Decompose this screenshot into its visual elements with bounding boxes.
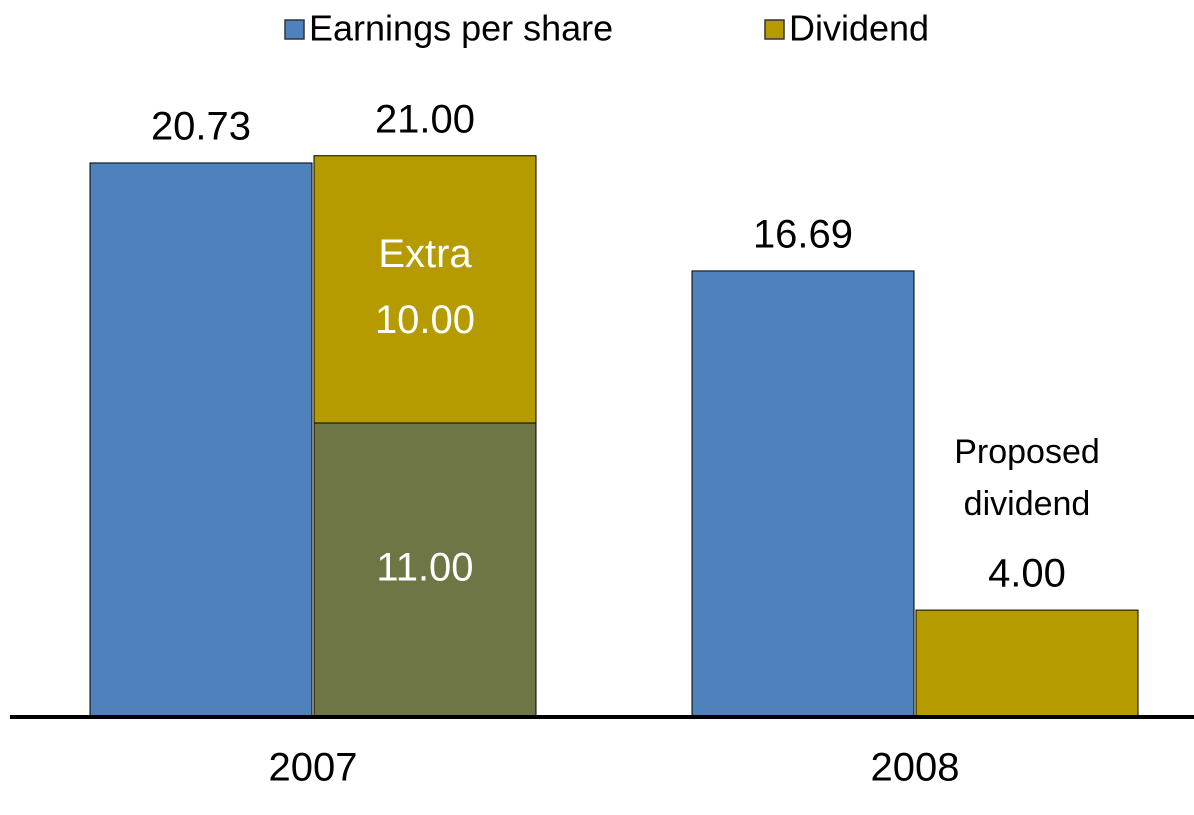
bar-segment — [313, 422, 537, 718]
value-label: 21.00 — [375, 97, 475, 141]
value-label: 20.73 — [151, 105, 251, 149]
bar — [89, 162, 313, 718]
segment-label: 11.00 — [376, 546, 473, 590]
bar — [915, 609, 1139, 718]
legend-swatch — [764, 19, 785, 40]
value-label: 16.69 — [753, 212, 853, 256]
bar-segment — [313, 155, 537, 424]
bar — [691, 270, 915, 718]
x-tick-label: 2007 — [269, 746, 358, 790]
legend-label: Earnings per share — [309, 8, 613, 49]
segment-name: Extra — [378, 232, 472, 276]
value-label: 4.00 — [988, 552, 1066, 596]
annotation: Proposed dividend — [954, 433, 1100, 524]
legend-label: Dividend — [789, 8, 929, 49]
legend-swatch — [284, 19, 305, 40]
x-tick-label: 2008 — [871, 746, 960, 790]
segment-label: 10.00 — [375, 298, 475, 342]
